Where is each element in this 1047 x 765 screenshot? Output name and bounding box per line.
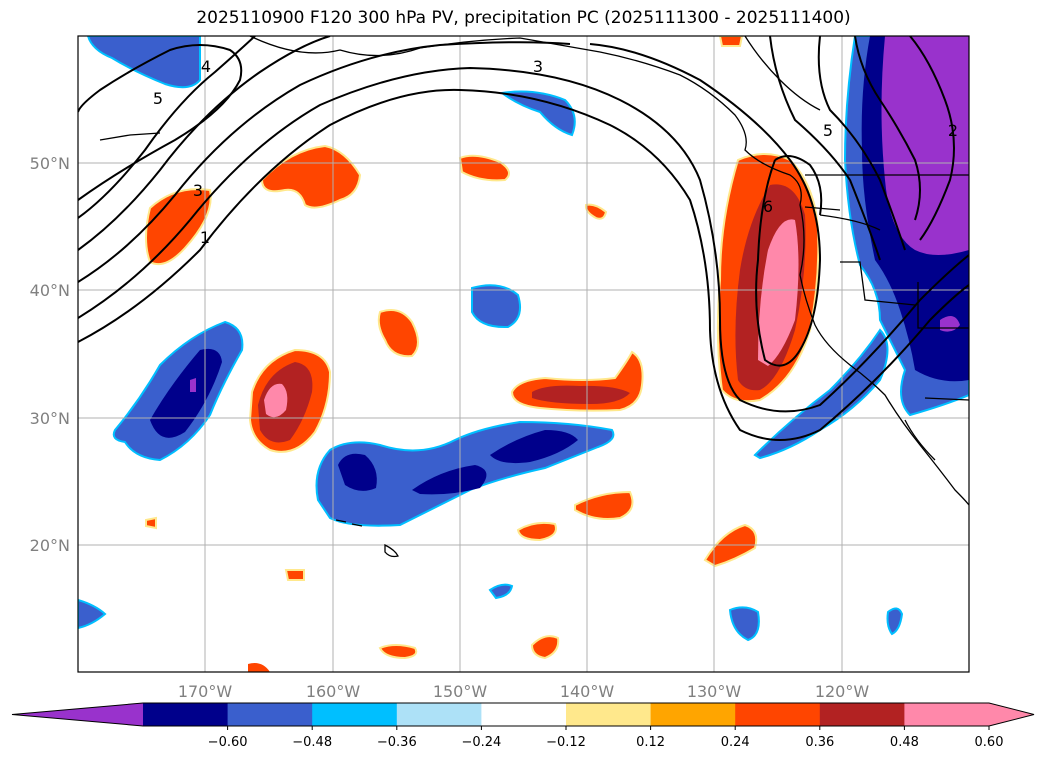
precip-positive-area (516, 521, 557, 542)
contour-label: 3 (193, 181, 203, 200)
precip-negative-area (881, 36, 969, 255)
colorbar-tick-label: −0.48 (292, 735, 332, 750)
lat-label: 30°N (30, 409, 70, 428)
precip-negative-area (471, 284, 521, 329)
contour-label: 5 (823, 121, 833, 140)
colorbar-segment (312, 703, 398, 726)
pv-contours (78, 36, 969, 441)
colorbar-outline (11, 702, 1035, 727)
precip-positive-area (378, 644, 418, 660)
longitude-labels: 170°W 160°W 150°W 140°W 130°W 120°W (178, 682, 870, 701)
map-title: 2025110900 F120 300 hPa PV, precipitatio… (196, 8, 851, 28)
precip-positive-area (530, 635, 560, 660)
colorbar-tick-label: −0.24 (461, 735, 501, 750)
precip-negative-area (728, 606, 760, 642)
colorbar-tick-label: 0.36 (805, 735, 834, 750)
colorbar: −0.60 −0.48 −0.36 −0.24 −0.12 0.12 0.24 0.36 0.4… (11, 702, 1035, 750)
latitude-labels: 50°N 40°N 30°N 20°N (30, 154, 70, 555)
lon-label: 130°W (687, 682, 742, 701)
precip-positive-area (758, 219, 799, 366)
precip-positive-area (145, 516, 157, 530)
contour-label: 1 (200, 228, 210, 247)
lon-label: 150°W (433, 682, 488, 701)
precip-negative-area (753, 328, 889, 460)
precip-positive-area (264, 383, 288, 418)
precip-negative-area (490, 430, 578, 464)
colorbar-segment (819, 703, 905, 726)
colorbar-extend-low (12, 703, 143, 726)
precip-negative-area (499, 90, 576, 137)
map-border (77, 35, 970, 673)
precip-positive-area (145, 188, 212, 266)
colorbar-tick-label: 0.12 (636, 735, 665, 750)
colorbar-tick-label: 0.48 (890, 735, 919, 750)
precip-negative-area (338, 453, 377, 491)
colorbar-tick-label: 0.60 (975, 735, 1004, 750)
colorbar-segment (650, 703, 736, 726)
colorbar-tick-label: −0.12 (546, 735, 586, 750)
colorbar-segment (566, 703, 652, 726)
precip-positive-area (248, 663, 270, 672)
precip-positive-area (458, 154, 510, 182)
precip-negative-area (190, 378, 196, 392)
colorbar-segment (143, 703, 229, 726)
precip-positive-area (718, 36, 744, 47)
precip-positive-area (377, 309, 419, 358)
colorbar-extend-high (989, 703, 1034, 726)
precip-negative-area (412, 465, 487, 495)
lon-label: 160°W (306, 682, 361, 701)
colorbar-segment (735, 703, 821, 726)
precip-positive-area (284, 569, 305, 581)
precip-positive-area (574, 490, 634, 520)
precip-negative-area (150, 348, 222, 438)
colorbar-segment (396, 703, 482, 726)
contour-label: 6 (763, 197, 773, 216)
contour-label: 5 (153, 89, 163, 108)
colorbar-tick-label: −0.60 (208, 735, 248, 750)
contour-label: 3 (533, 57, 543, 76)
colorbar-segment (904, 703, 990, 726)
colorbar-segment (481, 703, 567, 726)
contour-label: 2 (948, 121, 958, 140)
precip-negative-area (78, 598, 107, 630)
lat-label: 40°N (30, 281, 70, 300)
pv-contour-labels: 4 5 3 1 3 5 2 6 (153, 57, 958, 247)
lon-label: 170°W (178, 682, 233, 701)
precip-negative-area (886, 607, 904, 636)
precip-negative-area (488, 583, 514, 600)
lat-label: 20°N (30, 536, 70, 555)
colorbar-tick-label: −0.36 (377, 735, 417, 750)
precip-positive-area (260, 144, 362, 209)
contour-label: 4 (201, 57, 211, 76)
colorbar-tick-label: 0.24 (721, 735, 750, 750)
lon-label: 120°W (815, 682, 870, 701)
precip-positive-area (532, 385, 630, 404)
graticule (78, 36, 969, 672)
lon-label: 140°W (560, 682, 615, 701)
lat-label: 50°N (30, 154, 70, 173)
precip-fields (78, 36, 969, 672)
colorbar-segment (227, 703, 313, 726)
precip-positive-area (584, 203, 608, 220)
